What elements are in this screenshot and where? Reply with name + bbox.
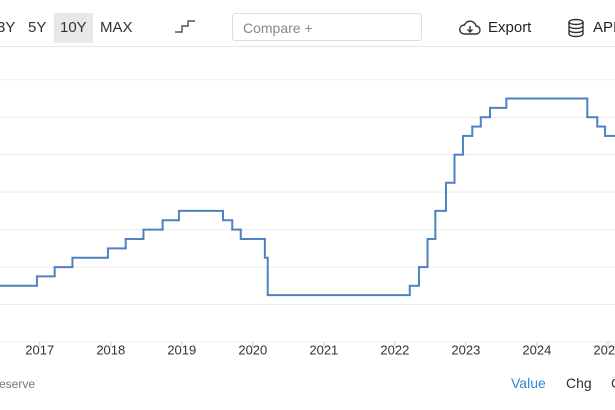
- tab[interactable]: Value: [511, 375, 546, 391]
- tab[interactable]: C: [611, 375, 615, 391]
- export-icon[interactable]: [458, 19, 482, 37]
- api-button[interactable]: API: [593, 19, 615, 36]
- compare-input[interactable]: Compare +: [232, 13, 422, 41]
- step-icon[interactable]: [174, 19, 196, 35]
- range-button[interactable]: 3Y: [0, 19, 16, 36]
- range-button[interactable]: 5Y: [28, 19, 47, 36]
- x-tick-label: 2022: [380, 342, 409, 357]
- x-tick-label: 2020: [238, 342, 267, 357]
- source: eserve: [0, 377, 36, 391]
- range-button[interactable]: 10Y: [54, 13, 93, 43]
- x-tick-label: 2025: [593, 342, 615, 357]
- range-button[interactable]: MAX: [100, 19, 133, 36]
- tab[interactable]: Chg: [566, 375, 592, 391]
- x-tick-label: 2017: [25, 342, 54, 357]
- export-button[interactable]: Export: [488, 19, 532, 36]
- chart: 2017 2018 2019 2020 2021 2022 2023 2024 2025: [0, 79, 615, 357]
- toolbar: 3Y 5Y 10Y MAX Compare + Export API: [0, 0, 615, 47]
- x-tick-label: 2018: [96, 342, 125, 357]
- x-tick-label: 2023: [451, 342, 480, 357]
- x-tick-label: 2024: [522, 342, 551, 357]
- x-tick-label: 2019: [167, 342, 196, 357]
- x-tick-label: 2021: [309, 342, 338, 357]
- api-icon[interactable]: [567, 18, 585, 38]
